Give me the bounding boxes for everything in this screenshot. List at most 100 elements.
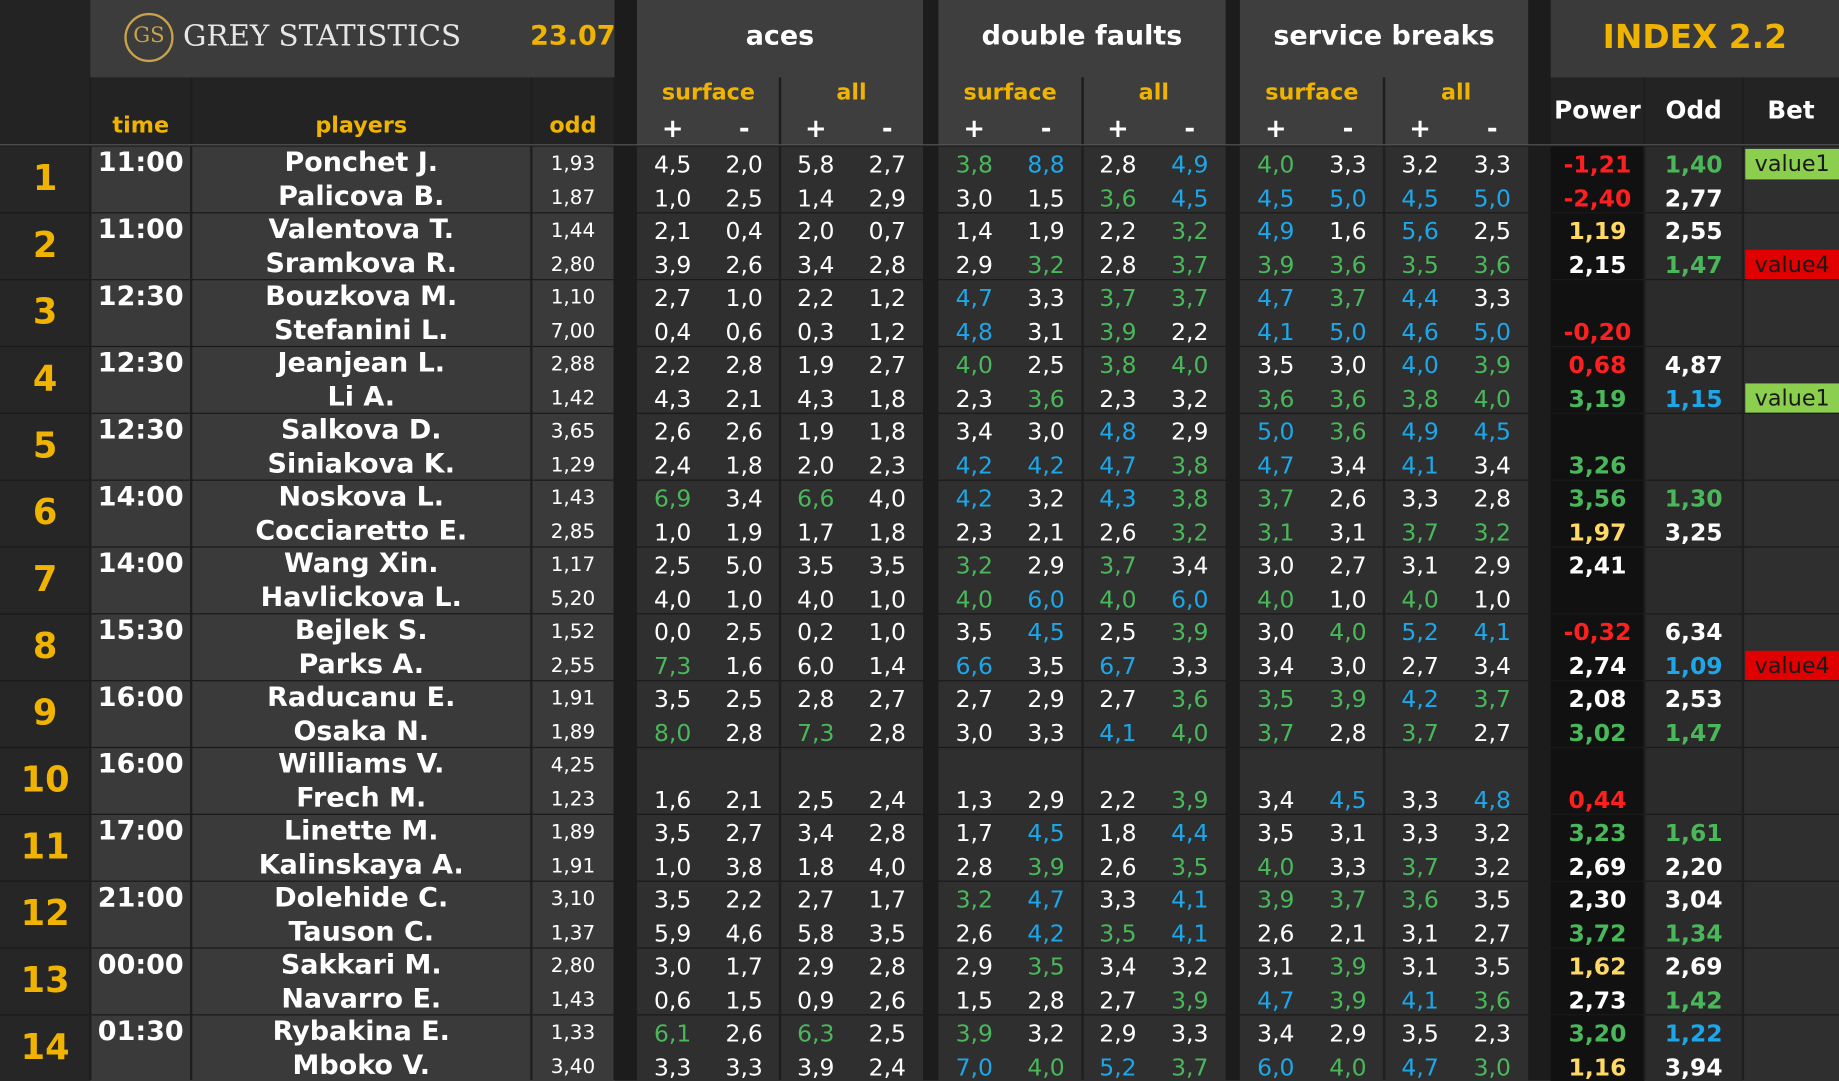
power-cell — [1550, 746, 1645, 814]
aces-value: 4,0 — [868, 851, 906, 881]
match-time: 11:00 — [97, 214, 184, 246]
sb-value: 3,7 — [1401, 517, 1439, 546]
date-label: 23.07 — [530, 21, 616, 52]
match-number-cell — [0, 613, 91, 681]
sb-value: 2,7 — [1329, 551, 1367, 580]
match-number: 4 — [32, 358, 58, 400]
sb-value: 3,1 — [1401, 952, 1439, 981]
aces-value: 2,8 — [868, 818, 906, 847]
power-value: 3,26 — [1568, 450, 1627, 480]
bet-badge-label: value1 — [1754, 385, 1830, 411]
aces-value: 1,6 — [725, 651, 763, 680]
aces-value: 4,3 — [797, 384, 835, 413]
power-value: -0,32 — [1563, 617, 1632, 647]
divider-odd2 — [1741, 77, 1745, 1080]
df-value: 4,8 — [955, 317, 993, 346]
sb-value: 3,6 — [1401, 885, 1439, 914]
sb-value: 4,0 — [1401, 584, 1439, 613]
aces-value: 2,0 — [797, 216, 835, 246]
sb-value: 2,8 — [1473, 484, 1511, 513]
header-bottom-line — [0, 144, 1839, 146]
player-name: Jeanjean L. — [277, 348, 446, 379]
sb-value: 3,5 — [1257, 818, 1295, 847]
aces-value: 3,5 — [797, 551, 835, 580]
df-value: 8,8 — [1027, 150, 1065, 179]
match-time: 17:00 — [97, 816, 184, 847]
bet-cell — [1742, 746, 1839, 814]
sb-value: 1,6 — [1329, 216, 1367, 246]
df-value: 4,1 — [1171, 918, 1209, 947]
df-value: 4,5 — [1171, 183, 1209, 212]
df-value: 3,2 — [1171, 952, 1209, 981]
row-separator — [0, 680, 1839, 682]
sb-value: 2,9 — [1473, 551, 1511, 580]
match-number-cell — [0, 1014, 91, 1081]
aces-value: 1,9 — [797, 417, 835, 446]
player-name: Rybakina E. — [272, 1016, 450, 1048]
group-gap — [1528, 0, 1551, 1080]
odd2-value: 1,30 — [1664, 484, 1723, 513]
df-value: 4,2 — [955, 450, 993, 480]
aces-value: 1,6 — [654, 785, 692, 814]
col-players: players — [315, 112, 408, 139]
aces-value: 1,0 — [868, 584, 906, 613]
aces-all-subheader: all — [836, 79, 867, 106]
sb-value: 3,7 — [1401, 851, 1439, 881]
aces-value: 3,3 — [654, 1052, 692, 1081]
player-odd: 2,88 — [550, 352, 596, 377]
df-value: 1,8 — [1099, 818, 1137, 847]
aces-value: 1,0 — [725, 283, 763, 312]
match-info-cell — [90, 212, 615, 280]
aces-value: 2,5 — [654, 551, 692, 580]
match-info-cell — [90, 1014, 615, 1081]
sb-value: 3,2 — [1473, 818, 1511, 847]
sb-value: 4,1 — [1257, 317, 1295, 346]
odd2-cell — [1644, 746, 1743, 814]
df-value: 4,5 — [1027, 818, 1065, 847]
aces-value: 3,5 — [868, 918, 906, 947]
row-separator — [0, 279, 1839, 281]
aces-value: 2,6 — [725, 417, 763, 446]
sb-value: 4,5 — [1401, 183, 1439, 212]
sb-value: 3,3 — [1329, 851, 1367, 881]
bet-badge — [1745, 650, 1839, 681]
df-value: 2,7 — [955, 684, 993, 713]
aces-value: 3,9 — [654, 250, 692, 279]
sb-value: 3,9 — [1329, 952, 1367, 981]
sb-value: 3,6 — [1329, 250, 1367, 279]
df-value: 2,9 — [955, 250, 993, 279]
df-value: 3,7 — [1171, 283, 1209, 312]
col-power: Power — [1554, 96, 1641, 125]
aces-value: 2,8 — [725, 350, 763, 379]
aces-value: 7,3 — [654, 651, 692, 680]
aces-value: 3,4 — [797, 250, 835, 279]
player-odd: 3,40 — [550, 1054, 596, 1079]
brand-name: GREY STATISTICS — [182, 18, 462, 53]
player-name: Siniakova K. — [267, 448, 455, 480]
df-value: 3,6 — [1027, 384, 1065, 413]
aces-value: 1,7 — [868, 885, 906, 914]
odd2-cell — [1644, 345, 1743, 413]
aces-value: 2,1 — [725, 384, 763, 413]
df-value: 2,2 — [1099, 785, 1137, 814]
row-separator — [0, 212, 1839, 214]
df-value: 3,8 — [1171, 484, 1209, 513]
aces-value: 2,7 — [725, 818, 763, 847]
df-value: 3,7 — [1099, 551, 1137, 580]
player-name: Osaka N. — [293, 715, 430, 747]
power-value: 1,62 — [1568, 952, 1627, 981]
sb-value: 2,6 — [1257, 918, 1295, 947]
player-name: Bouzkova M. — [265, 281, 458, 312]
sb-value: 4,2 — [1401, 684, 1439, 713]
power-value: 3,72 — [1568, 918, 1627, 947]
col-odd2: Odd — [1665, 96, 1722, 125]
col-bet: Bet — [1767, 96, 1815, 125]
aces-value: 3,4 — [797, 818, 835, 847]
aces-value: 2,1 — [725, 785, 763, 814]
bet-cell — [1742, 412, 1839, 480]
df-value: 3,8 — [1171, 450, 1209, 480]
aces-value: 3,8 — [725, 851, 763, 881]
aces-value: 0,9 — [797, 985, 835, 1014]
df-value: 2,9 — [1099, 1018, 1137, 1048]
sb-value: 3,7 — [1329, 885, 1367, 914]
